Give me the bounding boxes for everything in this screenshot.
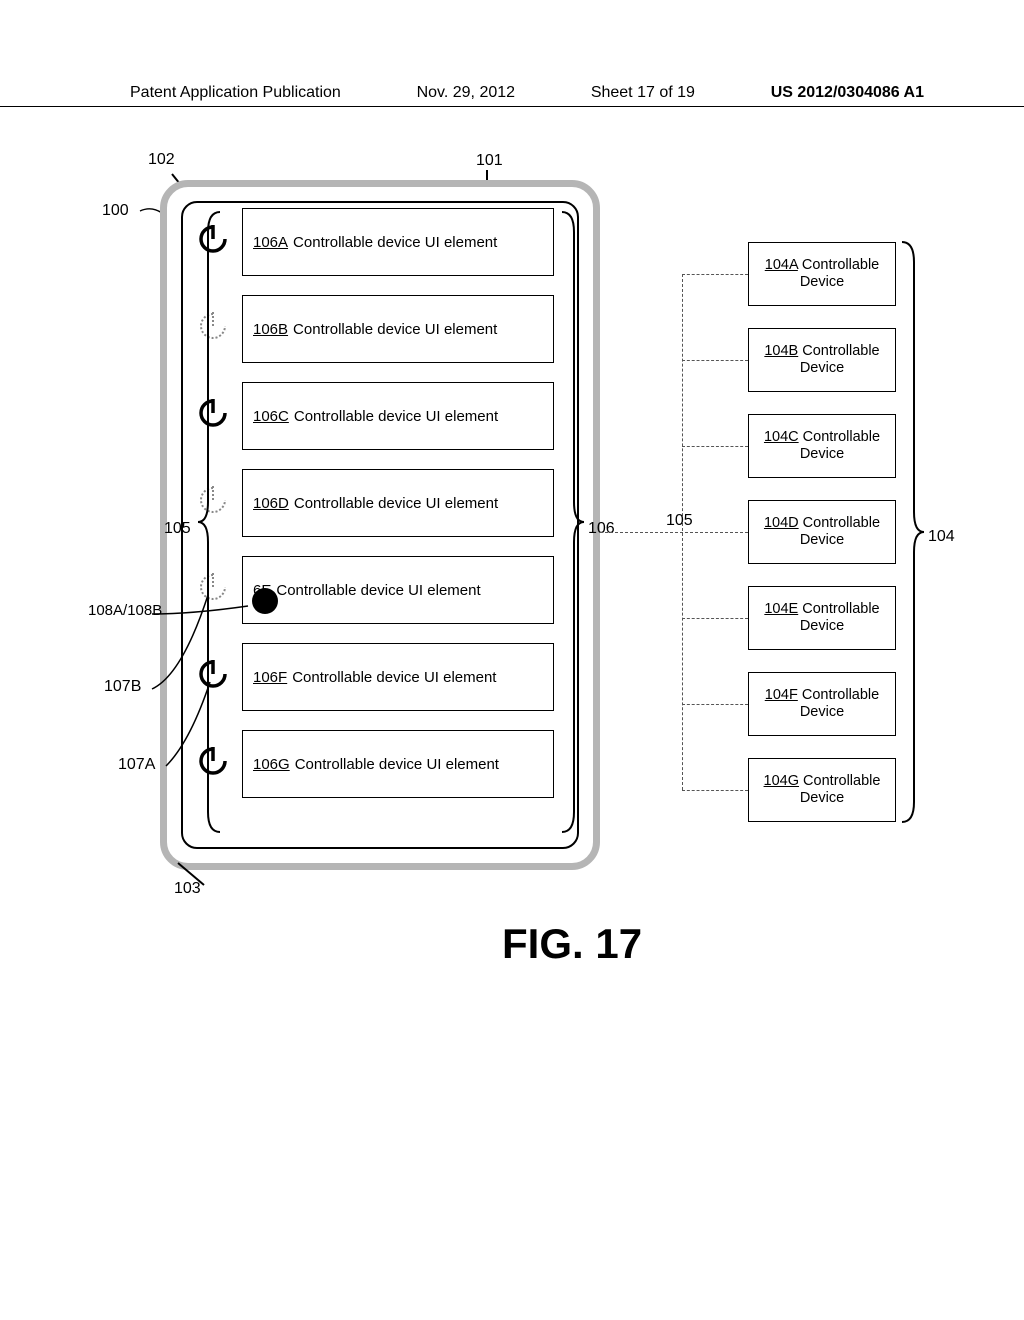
device-id: 104G: [764, 773, 799, 789]
ref-107a-label: 107A: [118, 756, 155, 774]
device-list: 104A ControllableDevice 104B Controllabl…: [748, 242, 896, 822]
ref-105-label: 105: [164, 520, 191, 538]
device-sub: Device: [800, 446, 844, 463]
device-id: 104E: [764, 601, 798, 617]
device-id: 104B: [764, 343, 798, 359]
ui-element-label: Controllable device UI element: [294, 495, 498, 512]
ui-element-id: 106F: [253, 669, 287, 686]
ui-element-id: 106A: [253, 234, 288, 251]
dash-branch: [682, 618, 748, 619]
device-sub: Device: [800, 704, 844, 721]
controllable-device: 104A ControllableDevice: [748, 242, 896, 306]
dash-branch-main: [600, 532, 748, 533]
header-left: Patent Application Publication: [130, 84, 341, 102]
device-sub: Device: [800, 618, 844, 635]
device-id: 104D: [764, 515, 799, 531]
ref-103-leader: [178, 863, 218, 883]
dash-branch: [682, 360, 748, 361]
ref-104-label: 104: [928, 528, 955, 546]
dash-branch: [682, 446, 748, 447]
controllable-device: 104C ControllableDevice: [748, 414, 896, 478]
brace-104: [900, 242, 924, 822]
ref-108-leader: [152, 610, 262, 640]
ui-element: 106B Controllable device UI element: [242, 295, 554, 363]
patent-header: Patent Application Publication Nov. 29, …: [0, 84, 1024, 107]
device-id: 104F: [765, 687, 798, 703]
ui-element-label: Controllable device UI element: [295, 756, 499, 773]
controllable-device: 104F ControllableDevice: [748, 672, 896, 736]
device-sub: Device: [800, 790, 844, 807]
dash-branch: [682, 274, 748, 275]
ui-element-id: 106B: [253, 321, 288, 338]
ui-element-list: 106A Controllable device UI element 106B C…: [242, 208, 554, 798]
ui-element-label: Controllable device UI element: [276, 582, 480, 599]
device-id: 104A: [765, 257, 798, 273]
ui-element-label: Controllable device UI element: [293, 321, 497, 338]
ref-107a-leader: [166, 762, 226, 852]
header-sheet: Sheet 17 of 19: [591, 84, 695, 102]
ref-101-label: 101: [476, 152, 503, 170]
figure-area: 100 101 102 103 105 106: [112, 180, 912, 1140]
ref-105b-label: 105: [666, 512, 693, 530]
ui-element-label: Controllable device UI element: [293, 234, 497, 251]
controllable-device: 104D ControllableDevice: [748, 500, 896, 564]
ui-element-label: Controllable device UI element: [292, 669, 496, 686]
ui-element-id: 106D: [253, 495, 289, 512]
controllable-device: 104G ControllableDevice: [748, 758, 896, 822]
device-sub: Device: [800, 274, 844, 291]
ui-element-label: Controllable device UI element: [294, 408, 498, 425]
ui-element-id: 106G: [253, 756, 290, 773]
ref-102-label: 102: [148, 151, 175, 169]
header-pub: US 2012/0304086 A1: [771, 84, 924, 102]
ui-element: 6EControllable device UI element: [242, 556, 554, 624]
ref-106-label: 106: [588, 520, 615, 538]
device-sub: Device: [800, 532, 844, 549]
device-sub: Device: [800, 360, 844, 377]
ui-element-id: 106C: [253, 408, 289, 425]
ui-element: 106A Controllable device UI element: [242, 208, 554, 276]
figure-label: FIG. 17: [502, 920, 642, 968]
ui-element: 106F Controllable device UI element: [242, 643, 554, 711]
ui-element: 106C Controllable device UI element: [242, 382, 554, 450]
ui-element: 106D Controllable device UI element: [242, 469, 554, 537]
ui-element: 106G Controllable device UI element: [242, 730, 554, 798]
ref-100-label: 100: [102, 202, 129, 219]
ref-100: 100: [102, 202, 129, 220]
dash-branch: [682, 704, 748, 705]
controllable-device: 104E ControllableDevice: [748, 586, 896, 650]
ref-107b-label: 107B: [104, 678, 141, 696]
controllable-device: 104B ControllableDevice: [748, 328, 896, 392]
brace-106: [558, 212, 584, 832]
dash-branch: [682, 790, 748, 791]
header-date: Nov. 29, 2012: [417, 84, 515, 102]
device-id: 104C: [764, 429, 799, 445]
